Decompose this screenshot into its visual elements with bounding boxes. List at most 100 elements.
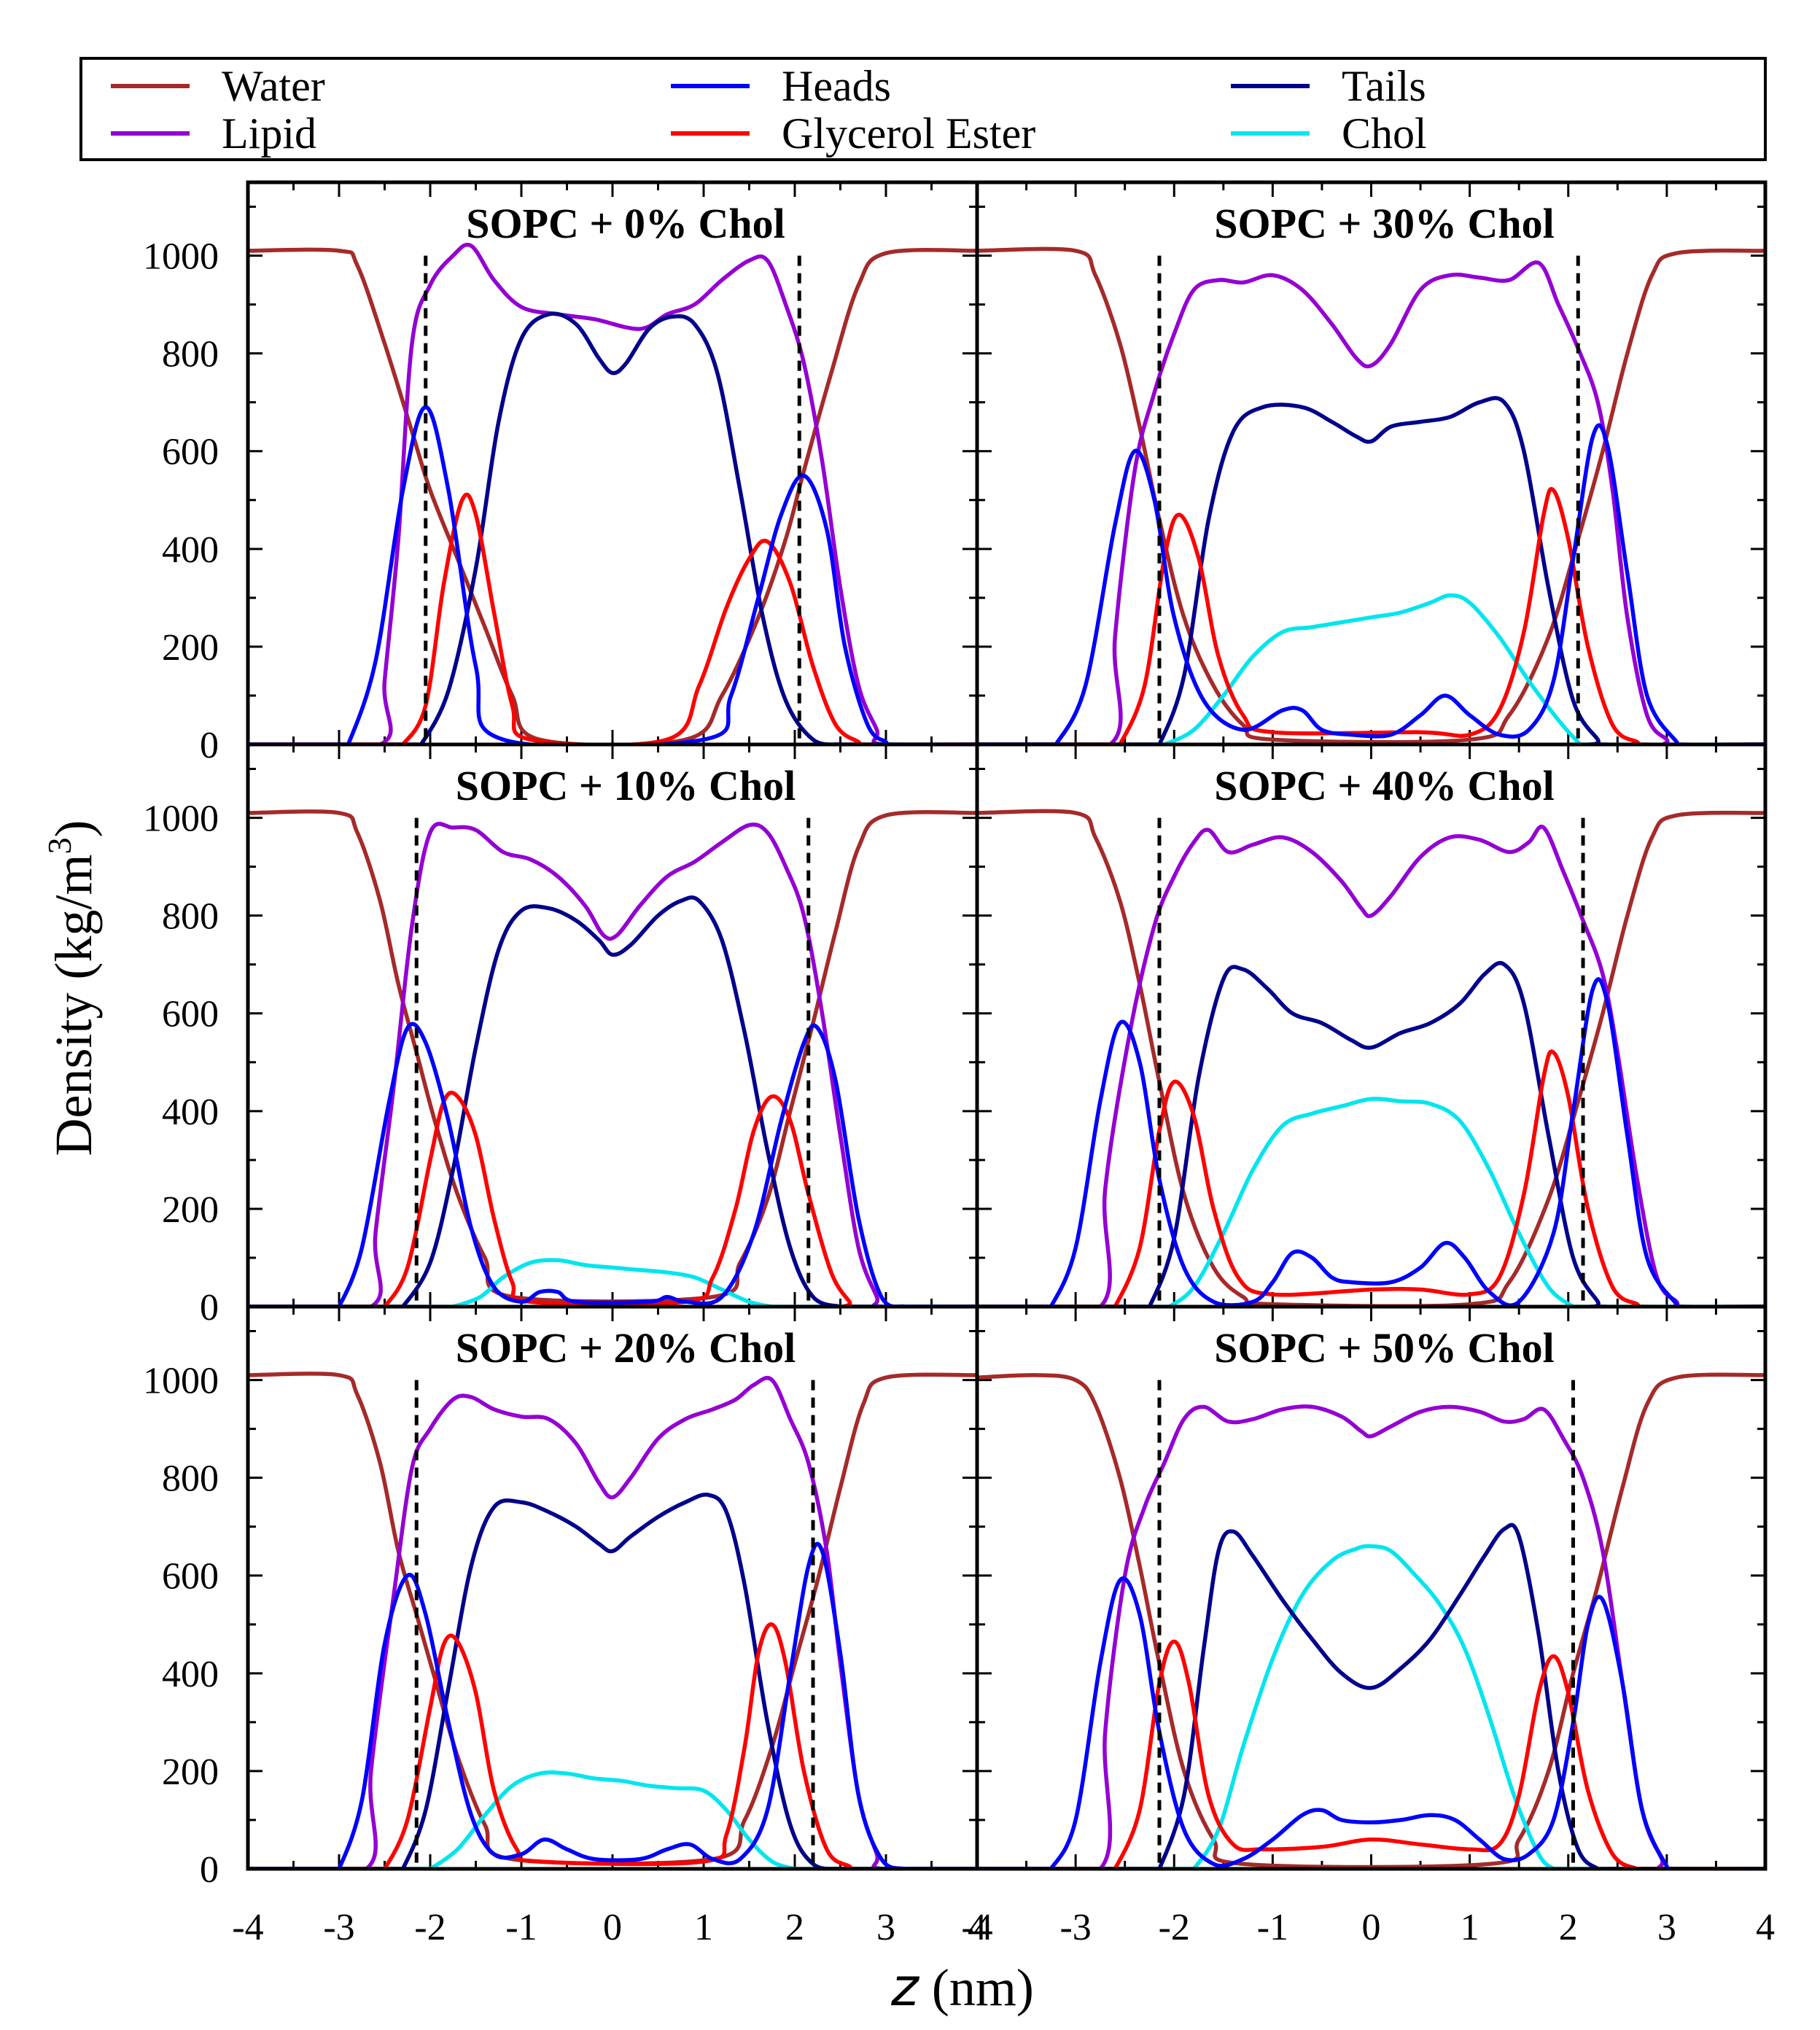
x-tick-label: 1 <box>694 1907 713 1948</box>
panel-left-middle: SOPC + 10% Chol <box>246 742 979 1309</box>
legend-item-lipid: Lipid <box>111 109 316 158</box>
series-line-chol <box>248 1258 977 1307</box>
panel-right-top: SOPC + 30% Chol <box>975 180 1768 747</box>
y-axis-title: Density (kg/m3) <box>41 820 103 1156</box>
y-tick-label: 200 <box>162 1189 219 1231</box>
legend-item-chol: Chol <box>1231 109 1427 158</box>
y-tick-label: 800 <box>162 334 219 376</box>
x-tick-label: 2 <box>1559 1907 1578 1948</box>
legend-label-glycerol-ester: Glycerol Ester <box>782 109 1035 158</box>
panel-frame <box>975 742 1768 1309</box>
series-line-lipid <box>977 1404 1765 1869</box>
tick-marks <box>976 1307 1767 1870</box>
series-group <box>977 809 1765 1307</box>
x-tick-label: -4 <box>961 1907 992 1948</box>
legend-item-water: Water <box>111 62 325 110</box>
y-tick-label: 800 <box>162 1458 219 1500</box>
series-line-tails <box>977 396 1765 744</box>
legend-label-heads: Heads <box>782 62 891 110</box>
series-group <box>977 246 1765 744</box>
tick-marks <box>976 744 1767 1308</box>
tick-marks <box>976 182 1767 746</box>
series-line-chol <box>977 593 1765 744</box>
panel-title: SOPC + 30% Chol <box>1214 200 1555 247</box>
series-line-lipid <box>977 824 1765 1307</box>
series-line-chol <box>977 1097 1765 1307</box>
x-tick-label: 3 <box>876 1907 895 1948</box>
legend-label-tails: Tails <box>1342 62 1426 110</box>
series-line-heads <box>977 977 1765 1307</box>
x-tick-label: 4 <box>1756 1907 1775 1948</box>
x-tick-label: 3 <box>1657 1907 1676 1948</box>
y-tick-label: 1000 <box>143 236 219 278</box>
series-group <box>248 1372 977 1869</box>
panel-frame <box>975 1304 1768 1871</box>
x-tick-label: 0 <box>603 1907 622 1948</box>
series-line-water <box>248 1372 977 1866</box>
x-tick-label: 0 <box>1362 1907 1381 1948</box>
panel-title: SOPC + 40% Chol <box>1214 762 1555 809</box>
x-tick-label: -1 <box>505 1907 537 1948</box>
y-tick-label: 400 <box>162 529 219 571</box>
legend-label-chol: Chol <box>1342 109 1427 158</box>
series-line-tails <box>977 1522 1765 1869</box>
x-tick-label: -3 <box>323 1907 354 1948</box>
panel-right-bottom: SOPC + 50% Chol <box>975 1304 1768 1871</box>
y-tick-label: 1000 <box>143 1361 219 1402</box>
legend-label-lipid: Lipid <box>222 109 316 158</box>
legend-item-glycerol-ester: Glycerol Ester <box>671 109 1035 158</box>
series-line-water <box>977 1372 1765 1869</box>
series-line-glycerol-ester <box>248 1622 977 1869</box>
series-line-glycerol-ester <box>977 1049 1765 1307</box>
panel-left-top: SOPC + 0% Chol <box>246 180 979 747</box>
y-tick-label: 0 <box>200 1849 219 1891</box>
series-line-heads <box>977 423 1765 744</box>
y-tick-label: 600 <box>162 1556 219 1598</box>
panel-title: SOPC + 0% Chol <box>466 200 785 247</box>
y-tick-label: 1000 <box>143 798 219 840</box>
x-tick-label: -4 <box>232 1907 263 1948</box>
series-line-lipid <box>248 822 977 1307</box>
y-tick-label: 400 <box>162 1654 219 1695</box>
x-tick-label: 2 <box>785 1907 804 1948</box>
panel-left-bottom: SOPC + 20% Chol <box>246 1304 979 1871</box>
panel-title: SOPC + 10% Chol <box>456 762 796 809</box>
x-tick-labels: -4 -3 -2 -1 0 1 2 3 4-4 -3 -2 -1 0 1 2 3 4 <box>232 1907 1775 1948</box>
x-tick-label: -3 <box>1059 1907 1091 1948</box>
legend-item-heads: Heads <box>671 62 891 110</box>
series-line-lipid <box>248 1375 977 1869</box>
x-tick-label: 4 <box>968 1907 987 1948</box>
legend-label-water: Water <box>222 62 325 110</box>
series-line-heads <box>248 1022 977 1307</box>
y-tick-labels: 0 200 400 600 800 1000 0 200 400 600 800 1000 0 200 40… <box>143 236 219 1891</box>
panel-title: SOPC + 50% Chol <box>1214 1324 1555 1372</box>
x-tick-label: -2 <box>414 1907 446 1948</box>
y-tick-label: 200 <box>162 627 219 669</box>
series-line-glycerol-ester <box>977 486 1765 744</box>
series-group <box>248 242 977 744</box>
legend: Water Heads Tails Lipid Glycerol Ester Chol <box>79 57 1767 161</box>
series-line-tails <box>248 895 977 1307</box>
panel-frame <box>975 180 1768 747</box>
series-line-heads <box>248 405 977 744</box>
series-line-water <box>248 809 977 1304</box>
series-line-glycerol-ester <box>977 1639 1765 1869</box>
series-line-lipid <box>977 260 1765 744</box>
y-tick-label: 0 <box>200 1287 219 1329</box>
panel-right-middle: SOPC + 40% Chol <box>975 742 1768 1309</box>
x-axis-title: z (nm) <box>890 1956 1034 2018</box>
series-group <box>248 809 977 1307</box>
series-line-heads <box>248 1541 977 1869</box>
x-tick-label: -1 <box>1257 1907 1288 1948</box>
x-tick-label: -2 <box>1159 1907 1190 1948</box>
y-tick-label: 600 <box>162 994 219 1035</box>
y-tick-label: 800 <box>162 896 219 938</box>
legend-item-tails: Tails <box>1231 62 1426 110</box>
x-tick-label: 1 <box>1461 1907 1479 1948</box>
series-line-lipid <box>248 242 977 744</box>
y-tick-label: 400 <box>162 1092 219 1133</box>
series-line-water <box>977 246 1765 744</box>
y-tick-label: 600 <box>162 432 219 473</box>
y-tick-label: 200 <box>162 1751 219 1793</box>
